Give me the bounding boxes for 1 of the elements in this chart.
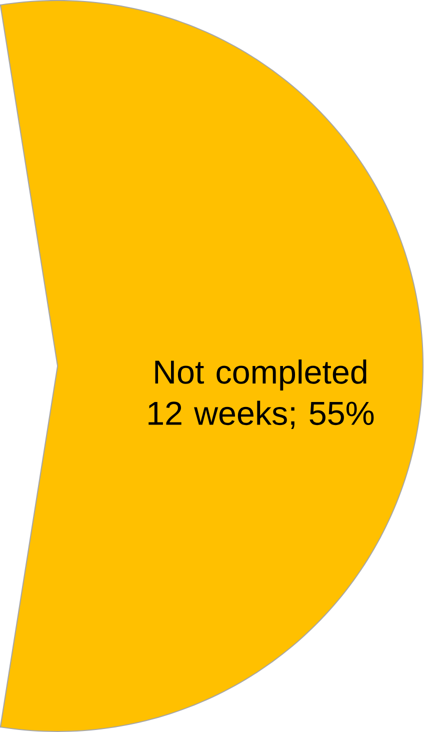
- slice-label: Not completed 12 weeks; 55%: [148, 359, 374, 430]
